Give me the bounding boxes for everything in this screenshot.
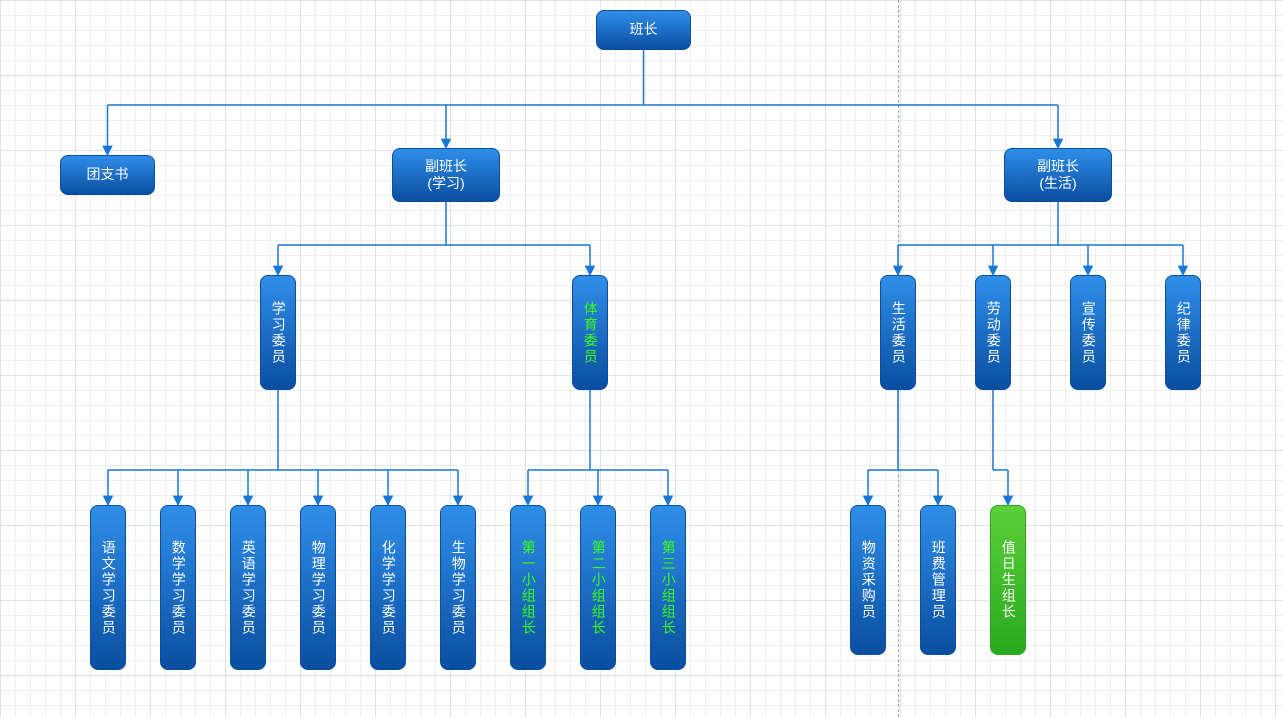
node-vice2[interactable]: 副班长 (生活)	[1004, 148, 1112, 202]
node-sport[interactable]: 体育委员	[572, 275, 608, 390]
node-g2[interactable]: 第二小组组长	[580, 505, 616, 670]
node-g1[interactable]: 第一小组组长	[510, 505, 546, 670]
node-chem[interactable]: 化学学习委员	[370, 505, 406, 670]
node-disc[interactable]: 纪律委员	[1165, 275, 1201, 390]
node-eng[interactable]: 英语学习委员	[230, 505, 266, 670]
node-chin[interactable]: 语文学习委员	[90, 505, 126, 670]
org-chart-canvas: 班长团支书 副班长 (学习) 副班长 (生活) 学习委员 体育委员 生活委员 劳动委员 宣传委…	[0, 0, 1283, 717]
node-math[interactable]: 数学学习委员	[160, 505, 196, 670]
node-bio[interactable]: 生物学习委员	[440, 505, 476, 670]
node-phys[interactable]: 物理学习委员	[300, 505, 336, 670]
node-tuan[interactable]: 团支书	[60, 155, 155, 195]
node-root[interactable]: 班长	[596, 10, 691, 50]
node-vice1[interactable]: 副班长 (学习)	[392, 148, 500, 202]
node-study[interactable]: 学习委员	[260, 275, 296, 390]
node-fee[interactable]: 班费管理员	[920, 505, 956, 655]
node-labor[interactable]: 劳动委员	[975, 275, 1011, 390]
node-duty[interactable]: 值日生组长	[990, 505, 1026, 655]
node-buy[interactable]: 物资采购员	[850, 505, 886, 655]
node-g3[interactable]: 第三小组组长	[650, 505, 686, 670]
node-pub[interactable]: 宣传委员	[1070, 275, 1106, 390]
node-life[interactable]: 生活委员	[880, 275, 916, 390]
